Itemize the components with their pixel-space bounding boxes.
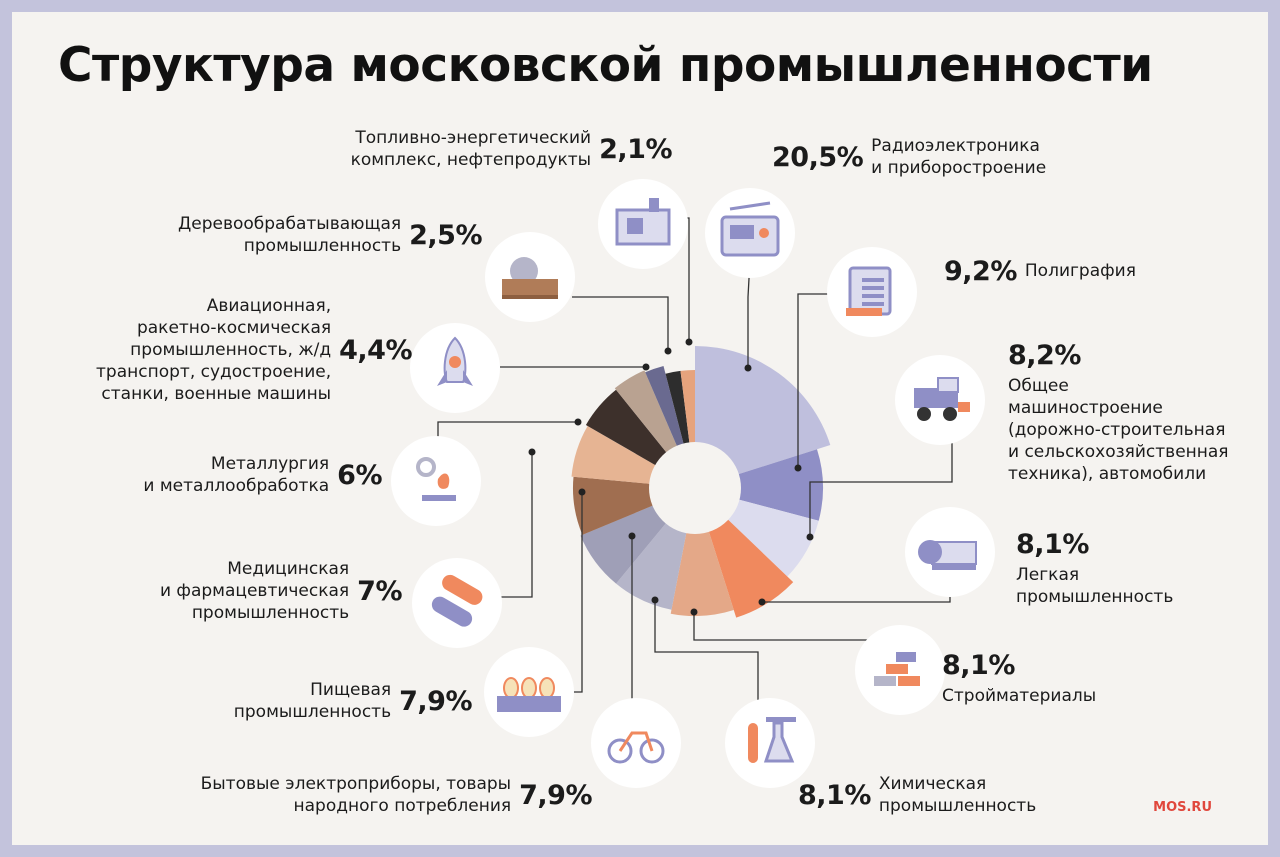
leader-dot [690,608,698,616]
slice-label-text: Полиграфия [1024,261,1136,281]
slice-label: 8,1% Химическая промышленность [798,770,1078,820]
leader-dot [651,596,659,604]
leader-dot [758,598,766,606]
leader-line [809,424,953,537]
pie-slice [695,346,831,488]
eggs-icon [484,647,574,737]
slice-percent: 8,1% [798,779,871,811]
slice-percent: 6% [337,459,382,491]
leader-line [693,612,872,641]
saw-icon [485,232,575,322]
slice-label: Медицинская и фармацевтическая промышлен… [102,556,403,626]
slice-label-text: Общее машиностроение (дорожно-строительн… [1008,376,1229,484]
flask-icon [725,698,815,788]
brand-logo-text: MOS.RU [1153,800,1212,815]
leader-lines [437,217,953,712]
leader-dot [628,532,636,540]
pie-chart [391,179,995,788]
slice-label-text: Стройматериалы [942,686,1097,706]
slice-percent: 20,5% [772,141,864,173]
slice-percent: 8,2% [1008,340,1081,371]
slice-percent: 2,1% [599,133,672,165]
rocket-icon [410,323,500,413]
slice-label-text: Топливно-энергетический комплекс, нефтеп… [350,128,592,170]
leader-line [572,296,669,351]
pill-icon [412,558,502,648]
slice-percent: 7,9% [519,779,592,811]
slice-label: 9,2% Полиграфия [944,255,1204,287]
leader-dot [806,533,814,541]
slice-percent: 2,5% [409,219,482,251]
slice-percent: 7% [357,575,402,607]
furnace-icon [391,436,481,526]
slice-label-text: Химическая промышленность [878,774,1037,816]
leader-line [654,600,759,712]
slice-percent: 4,4% [339,334,412,366]
pie-slice [670,488,734,617]
slice-label-text: Пищевая промышленность [233,680,392,722]
slice-label: Металлургия и металлообработка 6% [112,450,382,500]
radio-icon [705,188,795,278]
slice-label-text: Медицинская и фармацевтическая промышлен… [159,559,350,623]
slice-label-text: Деревообрабатывающая промышленность [177,214,402,256]
bicycle-icon [591,698,681,788]
slice-label-text: Металлургия и металлообработка [143,454,330,496]
slice-label: Авиационная, ракетно-космическая промышл… [32,290,412,410]
slice-label: Бытовые электроприборы, товары народного… [132,770,593,820]
book-icon [827,247,917,337]
slice-label: Топливно-энергетический комплекс, нефтеп… [292,124,673,174]
slice-label: 8,2% Общее машиностроение (дорожно-строит… [1008,340,1248,490]
slice-label: 8,1% Легкая промышленность [1016,529,1216,609]
slice-label-text: Радиоэлектроника и приборостроение [871,136,1047,178]
leader-dot [528,448,536,456]
leader-dot [642,363,650,371]
leader-dot [794,464,802,472]
fabric-roll-icon [905,507,995,597]
donut-hole [649,442,741,534]
leader-dot [744,364,752,372]
icons [391,179,995,788]
leader-dot [578,488,586,496]
slice-label-text: Легкая промышленность [1016,565,1174,607]
slice-percent: 8,1% [942,650,1015,681]
bricks-icon [855,625,945,715]
pie-slice [695,449,823,521]
slice-label: Пищевая промышленность 7,9% [162,676,473,726]
slice-label: Деревообрабатывающая промышленность 2,5% [112,210,483,260]
slice-percent: 7,9% [399,685,472,717]
slice-percent: 8,1% [1016,529,1089,560]
slice-label: 8,1% Стройматериалы [942,650,1142,720]
leader-dot [685,338,693,346]
slice-label-text: Бытовые электроприборы, товары народного… [200,774,512,816]
leader-dot [574,418,582,426]
slice-percent: 9,2% [944,255,1017,287]
slice-label-text: Авиационная, ракетно-космическая промышл… [96,296,332,404]
infographic-card: Структура московской промышленности 20,5… [12,12,1268,845]
leader-dot [664,347,672,355]
page-title: Структура московской промышленности [58,38,1153,93]
slice-label: 20,5% Радиоэлектроника и приборостроение [772,132,1142,182]
generator-icon [598,179,688,269]
harvester-icon [895,355,985,445]
